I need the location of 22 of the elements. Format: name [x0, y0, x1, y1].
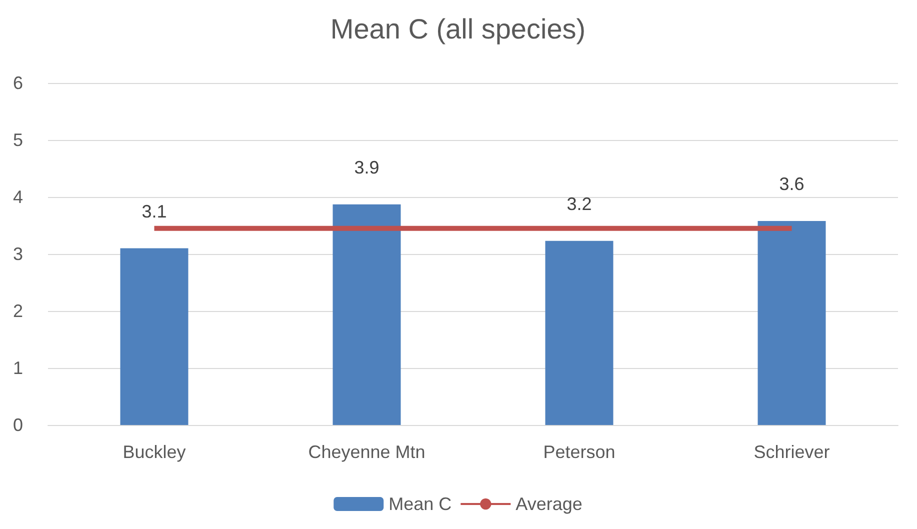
- y-tick-label: 1: [12, 358, 23, 378]
- data-label: 3.6: [779, 174, 804, 194]
- y-tick-label: 5: [12, 130, 23, 150]
- legend-label: Average: [516, 494, 582, 514]
- y-tick-label: 3: [12, 244, 23, 264]
- y-tick-label: 4: [12, 187, 23, 207]
- bar: [758, 220, 826, 425]
- x-tick-label: Cheyenne Mtn: [308, 442, 426, 462]
- bar: [332, 204, 401, 425]
- data-label: 3.9: [354, 157, 380, 178]
- data-label: 3.2: [566, 194, 592, 214]
- x-tick-label: Buckley: [122, 442, 186, 462]
- y-tick-label: 0: [12, 415, 23, 435]
- legend-label: Mean C: [388, 494, 452, 514]
- bar: [545, 240, 614, 425]
- data-label: 3.1: [142, 201, 167, 222]
- chart-title: Mean C (all species): [330, 14, 586, 44]
- y-tick-label: 6: [12, 73, 23, 93]
- x-tick-label: Peterson: [543, 442, 616, 462]
- y-tick-label: 2: [12, 301, 23, 321]
- bar: [120, 248, 188, 425]
- x-tick-label: Schriever: [754, 442, 830, 462]
